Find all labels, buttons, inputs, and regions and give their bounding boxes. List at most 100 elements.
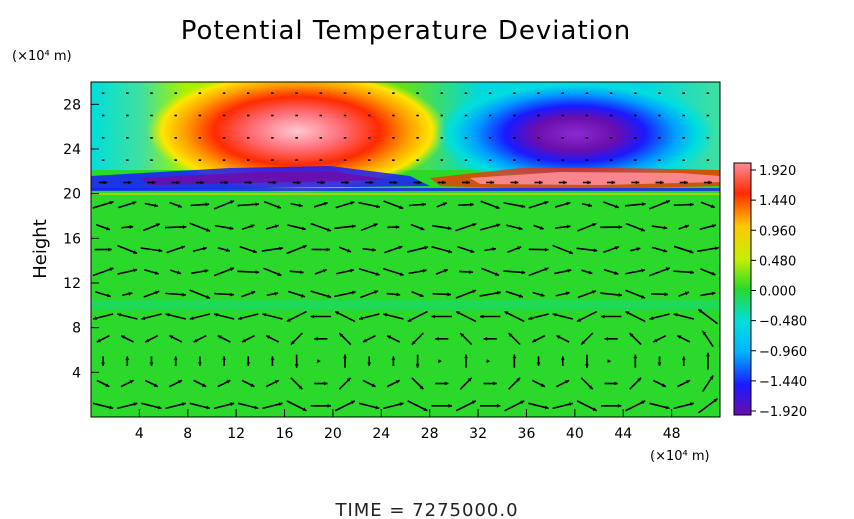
vector-arrow: [334, 291, 356, 298]
vector-arrowhead: [202, 383, 207, 387]
vector-arrowhead: [635, 180, 640, 185]
vector-arrowhead: [443, 269, 448, 273]
vector-arrowhead: [399, 205, 404, 210]
vector-arrowhead: [479, 314, 484, 319]
vector-arrowhead: [133, 402, 138, 407]
vector-arrowhead: [617, 403, 622, 408]
vector-arrowhead: [483, 336, 488, 341]
vector-arrowhead: [274, 224, 279, 229]
vector-arrow: [334, 400, 356, 412]
vector-arrowhead: [117, 312, 122, 317]
vector-arrowhead: [106, 293, 111, 298]
vector-arrowhead: [604, 336, 609, 341]
vector-arrowhead: [636, 247, 641, 251]
vector-arrowhead: [539, 225, 544, 230]
vector-arrowhead: [544, 267, 549, 272]
vector-arrowhead: [105, 226, 110, 231]
vector-arrowhead: [486, 359, 491, 364]
vector-arrowhead: [660, 180, 664, 185]
vector-arrowhead: [714, 246, 719, 251]
vector-arrowhead: [391, 356, 396, 360]
vector-arrowhead: [351, 290, 356, 295]
vector-arrowhead: [567, 268, 572, 273]
vector-arrowhead: [614, 271, 619, 275]
vector-arrowhead: [202, 246, 207, 251]
vector-arrow: [140, 247, 163, 252]
vector-arrowhead: [396, 292, 401, 297]
vector-arrowhead: [653, 338, 658, 343]
vector-arrow: [697, 397, 718, 414]
vector-arrowhead: [395, 225, 400, 230]
vector-arrowhead: [467, 377, 472, 382]
vector-arrowhead: [314, 336, 318, 341]
vector-arrowhead: [600, 314, 605, 319]
vector-arrowhead: [310, 314, 315, 319]
vector-arrow: [382, 267, 404, 276]
vector-arrow: [189, 289, 211, 299]
vector-arrowhead: [708, 180, 712, 185]
vector-arrowhead: [641, 202, 646, 207]
vector-arrowhead: [539, 180, 543, 185]
vector-arrowhead: [587, 180, 591, 185]
vector-arrowhead: [518, 226, 523, 231]
vector-arrow: [213, 267, 235, 277]
vector-arrowhead: [423, 407, 428, 411]
vector-arrowhead: [238, 316, 243, 321]
vector-arrowhead: [618, 225, 623, 230]
vector-arrowhead: [254, 405, 259, 410]
vector-arrowhead: [181, 402, 186, 407]
vector-arrowhead: [690, 270, 694, 275]
vector-arrowhead: [347, 248, 352, 253]
vector-arrow: [503, 270, 526, 274]
vector-arrowhead: [213, 312, 218, 317]
vector-arrowhead: [588, 385, 593, 390]
vector-arrowhead: [177, 204, 182, 208]
vector-arrowhead: [504, 311, 509, 315]
vector-arrowhead: [158, 248, 163, 253]
vector-arrowhead: [272, 180, 277, 185]
vector-arrowhead: [407, 318, 412, 322]
vector-arrowhead: [302, 245, 307, 249]
vector-arrowhead: [351, 224, 356, 229]
vector-arrowhead: [286, 318, 291, 322]
vector-arrow: [576, 310, 598, 323]
vector-arrowhead: [255, 270, 260, 275]
vector-arrowhead: [182, 224, 187, 229]
vector-arrowhead: [177, 380, 182, 384]
vector-arrowhead: [520, 400, 525, 405]
vector-arrowhead: [456, 311, 461, 315]
vector-arrowhead: [431, 314, 436, 319]
vector-arrowhead: [250, 224, 255, 229]
vector-arrowhead: [383, 312, 388, 317]
vector-arrow: [310, 222, 332, 232]
vector-arrowhead: [398, 245, 403, 250]
vector-arrowhead: [614, 381, 618, 386]
vector-arrowhead: [132, 201, 137, 205]
vector-arrow: [479, 291, 501, 297]
vector-arrowhead: [173, 356, 178, 360]
vector-arrowhead: [101, 362, 106, 366]
vector-arrowhead: [375, 272, 380, 276]
vector-arrowhead: [508, 333, 513, 337]
vector-arrow: [455, 310, 477, 323]
vector-arrowhead: [298, 203, 303, 208]
vector-arrow: [358, 268, 380, 276]
vector-arrowhead: [442, 180, 446, 185]
vector-arrowhead: [614, 246, 619, 250]
vector-arrowhead: [472, 222, 477, 227]
vector-arrowhead: [109, 405, 114, 410]
vector-arrowhead: [278, 402, 283, 407]
vector-arrowhead: [367, 362, 372, 366]
colorbar-labels: 1.920 1.440 0.960 0.480 0.000 −0.480 −0.960 −1.…: [751, 164, 807, 420]
vector-arrowhead: [442, 202, 447, 206]
vector-arrow: [286, 400, 307, 412]
vector-arrowhead: [262, 312, 267, 317]
vector-arrowhead: [512, 354, 517, 359]
vector-arrowhead: [180, 245, 185, 250]
vector-arrowhead: [255, 202, 259, 207]
vector-arrow: [504, 400, 525, 412]
vector-arrowhead: [709, 375, 714, 380]
vector-arrowhead: [270, 356, 275, 360]
vector-arrowhead: [422, 268, 427, 273]
vector-arrowhead: [649, 316, 654, 321]
